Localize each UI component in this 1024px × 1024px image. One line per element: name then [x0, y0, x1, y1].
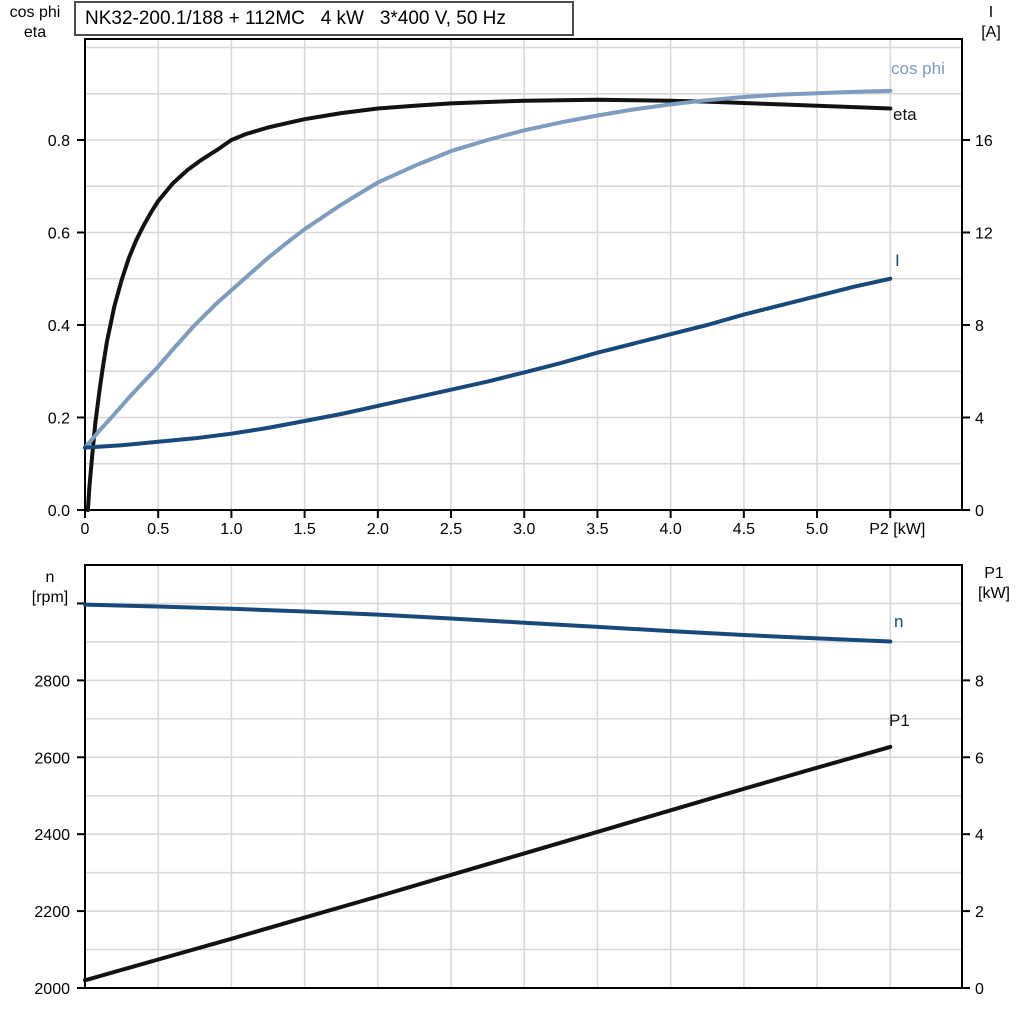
right-tick-label: 6	[975, 750, 984, 767]
current-curve-label: I	[895, 251, 900, 270]
top-left-axis-title: cos phi eta	[4, 3, 66, 43]
left-tick-label: 0.8	[48, 133, 70, 150]
top-right-axis-title: I [A]	[964, 3, 1018, 43]
eta-curve	[85, 97, 893, 512]
left-tick-label: 0.0	[48, 503, 70, 520]
p1-curve-label: P1	[889, 711, 910, 730]
left-tick-label: 2000	[34, 981, 70, 998]
n-curve	[83, 602, 893, 644]
chart-title: NK32-200.1/188 + 112MC 4 kW 3*400 V, 50 …	[85, 7, 506, 29]
left-tick-label: 2400	[34, 827, 70, 844]
left-tick-label: 0.6	[48, 225, 70, 242]
x-tick-label: 1.5	[293, 521, 315, 538]
speed-curve-label: n	[894, 612, 904, 631]
x-tick-label: 3.5	[586, 521, 608, 538]
x-tick-label: 0	[81, 521, 90, 538]
i-curve	[83, 276, 893, 450]
axis-title-p1-unit: [kW]	[978, 585, 1010, 602]
left-tick-label: 0.2	[48, 410, 70, 427]
axis-title-eta: eta	[23, 24, 47, 41]
axis-title-current-unit: [A]	[981, 24, 1001, 41]
x-axis-label: P2 [kW]	[869, 521, 925, 538]
cos-phi-curve	[83, 88, 893, 450]
right-tick-label: 12	[975, 225, 993, 242]
chart-title-box: NK32-200.1/188 + 112MC 4 kW 3*400 V, 50 …	[74, 1, 574, 36]
right-tick-label: 4	[975, 410, 984, 427]
left-tick-label: 2800	[34, 673, 70, 690]
left-tick-label: 2200	[34, 904, 70, 921]
right-tick-label: 0	[975, 503, 984, 520]
plot-border	[84, 564, 963, 989]
p1-curve	[83, 744, 893, 983]
bottom-right-axis-title: P1 [kW]	[968, 564, 1020, 604]
x-tick-label: 5.0	[806, 521, 828, 538]
x-tick-label: 2.0	[367, 521, 389, 538]
right-tick-label: 16	[975, 133, 993, 150]
x-tick-label: 2.5	[440, 521, 462, 538]
axis-title-cos-phi: cos phi	[9, 4, 61, 21]
x-tick-label: 4.5	[733, 521, 755, 538]
right-tick-label: 4	[975, 827, 984, 844]
left-tick-label: 0.4	[48, 318, 70, 335]
bottom-left-axis-title: n [rpm]	[21, 568, 79, 608]
cos-phi-curve-label: cos phi	[891, 59, 945, 78]
axis-title-p1: P1	[984, 565, 1004, 582]
right-tick-label: 8	[975, 673, 984, 690]
axis-title-speed: n	[45, 569, 55, 586]
left-tick-label: 2600	[34, 750, 70, 767]
x-tick-label: 1.0	[220, 521, 242, 538]
x-tick-label: 4.0	[660, 521, 682, 538]
axis-title-speed-unit: [rpm]	[31, 589, 69, 606]
right-tick-label: 0	[975, 981, 984, 998]
axis-title-current: I	[988, 4, 994, 21]
right-tick-label: 8	[975, 318, 984, 335]
x-tick-label: 3.0	[513, 521, 535, 538]
right-tick-label: 2	[975, 904, 984, 921]
x-tick-label: 0.5	[147, 521, 169, 538]
eta-curve-label: eta	[893, 105, 917, 124]
